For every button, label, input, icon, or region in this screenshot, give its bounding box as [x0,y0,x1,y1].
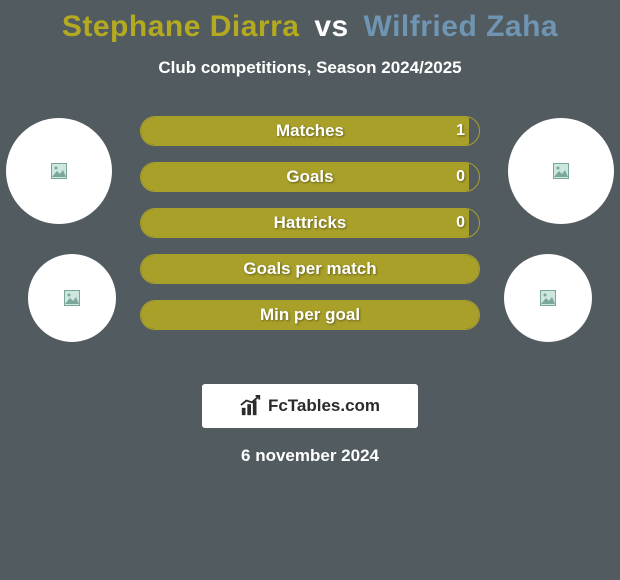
image-placeholder-icon [64,290,80,306]
brand-chart-icon [240,395,262,417]
content-area: Matches1Goals0Hattricks0Goals per matchM… [0,116,620,376]
player1-avatar-circle [6,118,112,224]
right-avatar-column [496,116,616,346]
stat-row: Min per goal [140,300,480,330]
stat-row: Hattricks0 [140,208,480,238]
subtitle: Club competitions, Season 2024/2025 [0,58,620,78]
stat-label: Min per goal [141,301,479,329]
date-text: 6 november 2024 [0,446,620,466]
image-placeholder-icon [540,290,556,306]
stat-rows: Matches1Goals0Hattricks0Goals per matchM… [140,116,480,346]
player1-club-circle [28,254,116,342]
stat-label: Hattricks [141,209,479,237]
image-placeholder-icon [51,163,67,179]
stat-row: Matches1 [140,116,480,146]
player2-club-circle [504,254,592,342]
stat-row: Goals0 [140,162,480,192]
brand-box: FcTables.com [202,384,418,428]
vs-text: vs [314,10,348,43]
stat-label: Goals per match [141,255,479,283]
image-placeholder-icon [553,163,569,179]
brand-text: FcTables.com [268,396,380,416]
page-root: Stephane Diarra vs Wilfried Zaha Club co… [0,0,620,580]
stat-value: 0 [456,209,465,237]
stat-value: 0 [456,163,465,191]
player2-name: Wilfried Zaha [364,10,559,43]
stat-label: Goals [141,163,479,191]
player2-avatar-circle [508,118,614,224]
left-avatar-column [4,116,124,346]
page-title: Stephane Diarra vs Wilfried Zaha [0,0,620,44]
stat-row: Goals per match [140,254,480,284]
stat-label: Matches [141,117,479,145]
player1-name: Stephane Diarra [62,10,300,43]
stat-value: 1 [456,117,465,145]
